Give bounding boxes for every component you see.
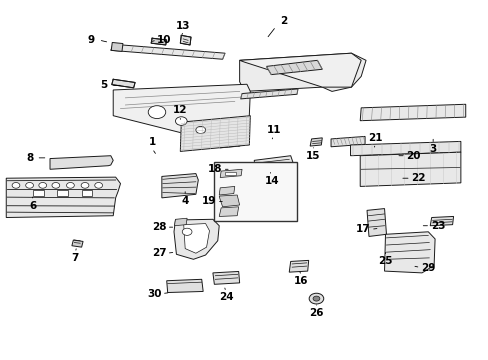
Polygon shape <box>384 232 434 273</box>
Bar <box>81 190 92 196</box>
Circle shape <box>196 126 205 134</box>
Polygon shape <box>50 156 113 169</box>
Text: 6: 6 <box>29 201 36 211</box>
Circle shape <box>52 183 60 188</box>
Polygon shape <box>72 240 83 247</box>
Circle shape <box>26 183 33 188</box>
Polygon shape <box>180 116 250 152</box>
Polygon shape <box>220 169 242 177</box>
Text: 26: 26 <box>308 308 323 318</box>
Circle shape <box>12 183 20 188</box>
Text: 13: 13 <box>176 21 190 31</box>
Circle shape <box>66 183 74 188</box>
Polygon shape <box>239 53 361 87</box>
Circle shape <box>81 183 89 188</box>
Text: 8: 8 <box>26 153 33 163</box>
Text: 3: 3 <box>428 144 436 154</box>
Text: 4: 4 <box>181 197 188 206</box>
Polygon shape <box>180 35 191 45</box>
Text: 16: 16 <box>294 276 308 286</box>
Polygon shape <box>360 152 460 186</box>
Circle shape <box>175 117 187 125</box>
Circle shape <box>39 183 46 188</box>
Polygon shape <box>429 216 453 226</box>
Text: 9: 9 <box>88 35 95 45</box>
Bar <box>214 162 296 221</box>
Polygon shape <box>151 38 166 45</box>
Text: 1: 1 <box>148 138 155 148</box>
Text: 19: 19 <box>202 197 216 206</box>
Polygon shape <box>219 186 234 195</box>
Polygon shape <box>111 42 122 51</box>
Polygon shape <box>183 224 209 253</box>
Polygon shape <box>111 44 224 59</box>
Polygon shape <box>112 79 135 88</box>
Polygon shape <box>174 219 219 259</box>
Text: 12: 12 <box>173 105 187 115</box>
Text: 24: 24 <box>218 292 233 302</box>
Text: 29: 29 <box>420 262 435 273</box>
Polygon shape <box>366 208 386 237</box>
Polygon shape <box>266 60 322 75</box>
Bar <box>224 172 235 175</box>
Polygon shape <box>219 195 239 207</box>
Polygon shape <box>309 138 322 146</box>
Text: 30: 30 <box>147 289 162 298</box>
Circle shape <box>95 183 102 188</box>
Text: 27: 27 <box>152 248 166 258</box>
Text: 15: 15 <box>305 151 320 161</box>
Polygon shape <box>166 279 203 293</box>
Circle shape <box>312 296 319 301</box>
Circle shape <box>308 293 323 304</box>
Polygon shape <box>360 104 465 121</box>
Text: 28: 28 <box>152 222 166 232</box>
Text: 20: 20 <box>406 151 420 161</box>
Circle shape <box>182 228 192 235</box>
Text: 21: 21 <box>368 133 382 143</box>
Polygon shape <box>219 207 238 216</box>
Text: 2: 2 <box>279 16 286 26</box>
Polygon shape <box>350 141 460 156</box>
Polygon shape <box>113 84 250 148</box>
Text: 5: 5 <box>100 80 107 90</box>
Text: 7: 7 <box>71 253 79 263</box>
Polygon shape <box>254 156 292 194</box>
Text: 25: 25 <box>378 256 392 266</box>
Circle shape <box>148 106 165 118</box>
Polygon shape <box>239 53 366 91</box>
Text: 10: 10 <box>157 35 171 45</box>
Text: 17: 17 <box>356 224 370 234</box>
Text: 11: 11 <box>266 125 280 135</box>
Polygon shape <box>162 174 198 198</box>
Polygon shape <box>6 177 120 217</box>
Text: 18: 18 <box>208 164 222 174</box>
Text: 22: 22 <box>410 173 425 183</box>
Polygon shape <box>288 260 308 272</box>
Bar <box>57 190 68 196</box>
Text: 14: 14 <box>264 176 279 186</box>
Polygon shape <box>330 136 365 147</box>
Bar <box>33 190 43 196</box>
Polygon shape <box>240 89 297 99</box>
Text: 23: 23 <box>430 221 445 231</box>
Polygon shape <box>212 271 239 284</box>
Polygon shape <box>174 218 187 226</box>
